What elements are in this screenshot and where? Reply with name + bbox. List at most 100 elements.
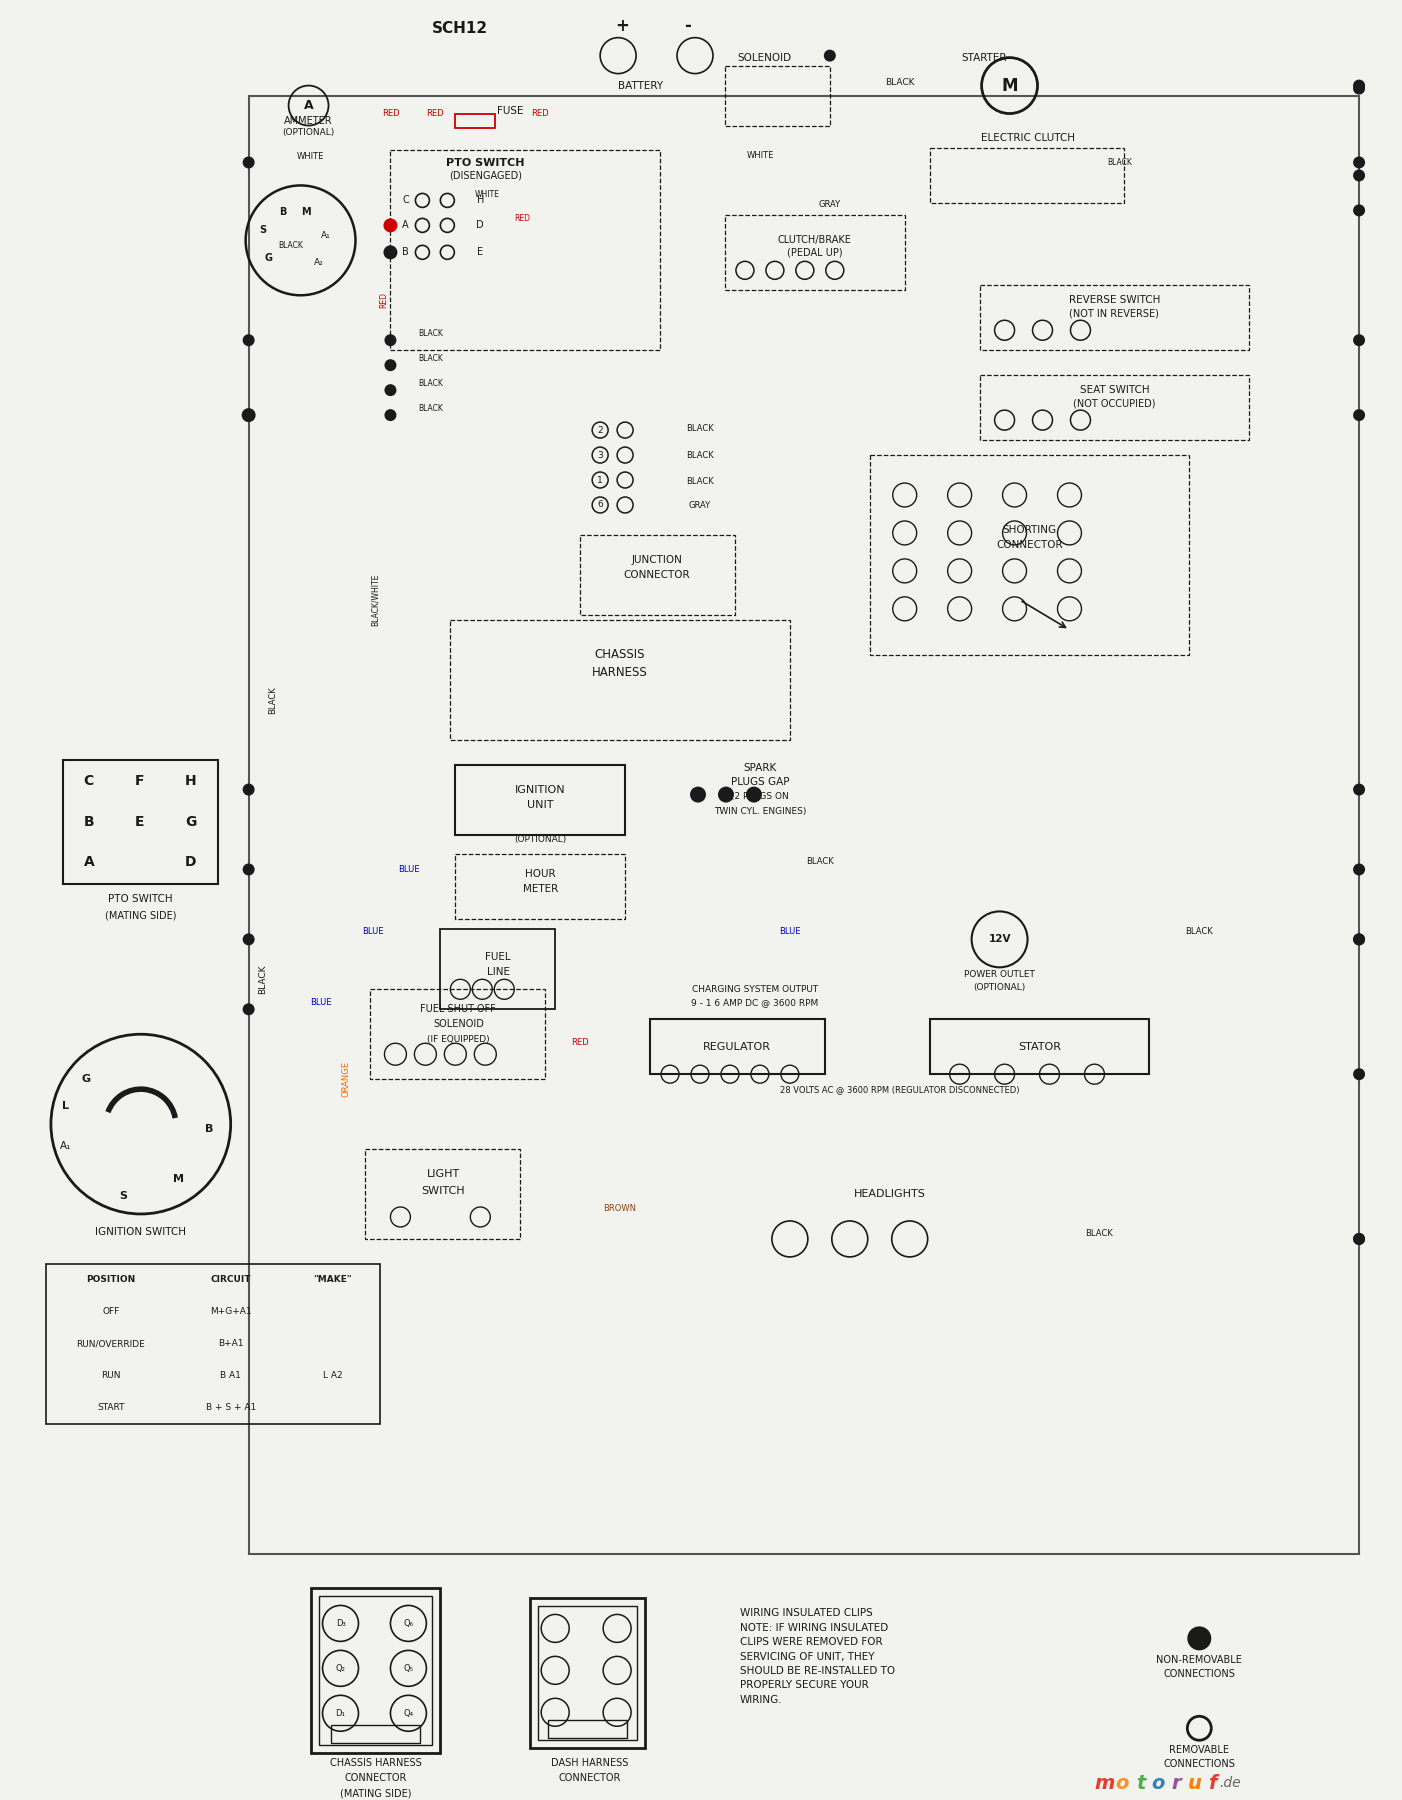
Text: BLACK: BLACK	[806, 857, 834, 866]
Text: u: u	[1187, 1773, 1202, 1793]
Text: BLUE: BLUE	[398, 866, 419, 875]
Text: Q₄: Q₄	[404, 1708, 414, 1717]
Text: GRAY: GRAY	[819, 200, 841, 209]
Text: PTO SWITCH: PTO SWITCH	[108, 895, 172, 904]
Bar	[980, 284, 1249, 351]
Text: A: A	[304, 99, 314, 112]
Text: D₃: D₃	[335, 1618, 345, 1627]
Bar	[651, 1019, 824, 1075]
Text: LIGHT: LIGHT	[426, 1168, 460, 1179]
Bar	[725, 216, 904, 290]
Text: SPARK: SPARK	[743, 763, 777, 772]
Text: BLACK: BLACK	[686, 423, 714, 432]
Text: BLACK: BLACK	[258, 965, 268, 994]
Text: B+A1: B+A1	[217, 1339, 244, 1348]
Text: LINE: LINE	[486, 967, 510, 977]
Circle shape	[1353, 864, 1366, 875]
Circle shape	[1353, 205, 1366, 216]
Text: BATTERY: BATTERY	[617, 81, 663, 90]
Text: m: m	[1094, 1773, 1115, 1793]
Bar	[869, 455, 1189, 655]
Text: H: H	[477, 196, 484, 205]
Circle shape	[1187, 1627, 1211, 1651]
Text: STARTER: STARTER	[962, 52, 1008, 63]
Circle shape	[384, 335, 397, 346]
Bar	[248, 95, 1359, 1553]
Bar	[63, 760, 217, 884]
Text: B A1: B A1	[220, 1372, 241, 1381]
Text: JUNCTION: JUNCTION	[632, 554, 683, 565]
Text: BLACK: BLACK	[418, 403, 443, 412]
Text: A: A	[402, 220, 409, 230]
Text: f: f	[1209, 1773, 1217, 1793]
Circle shape	[1353, 1233, 1366, 1246]
Text: Q₆: Q₆	[404, 1618, 414, 1627]
Text: CHASSIS HARNESS: CHASSIS HARNESS	[329, 1759, 422, 1768]
Text: G: G	[81, 1075, 91, 1084]
Text: "MAKE": "MAKE"	[313, 1276, 352, 1285]
Text: SWITCH: SWITCH	[422, 1186, 465, 1195]
Text: RED: RED	[531, 110, 550, 119]
Text: A₁: A₁	[321, 230, 331, 239]
Text: BLACK/WHITE: BLACK/WHITE	[372, 574, 380, 626]
Bar	[456, 765, 625, 835]
Circle shape	[243, 864, 255, 875]
Text: METER: METER	[523, 884, 558, 895]
Text: B + S + A1: B + S + A1	[206, 1404, 255, 1413]
Text: CHASSIS: CHASSIS	[594, 648, 645, 661]
Text: IGNITION SWITCH: IGNITION SWITCH	[95, 1228, 186, 1237]
Text: GRAY: GRAY	[688, 502, 711, 511]
Text: A: A	[84, 855, 94, 869]
Polygon shape	[994, 164, 1019, 187]
Text: BLUE: BLUE	[362, 927, 383, 936]
Text: BROWN: BROWN	[604, 1204, 637, 1213]
Bar	[311, 1588, 440, 1753]
Text: B: B	[402, 247, 409, 257]
Text: C: C	[402, 196, 409, 205]
Bar	[366, 1148, 520, 1238]
Bar	[538, 1606, 637, 1741]
Text: CONNECTOR: CONNECTOR	[559, 1773, 621, 1784]
Text: BLACK: BLACK	[1108, 158, 1131, 167]
Text: OFF: OFF	[102, 1307, 119, 1316]
Circle shape	[1353, 79, 1366, 92]
Bar	[331, 1724, 421, 1742]
Text: A₂: A₂	[314, 257, 324, 266]
Text: (NOT IN REVERSE): (NOT IN REVERSE)	[1070, 308, 1159, 319]
Circle shape	[1353, 157, 1366, 169]
Text: o: o	[1116, 1773, 1129, 1793]
Text: BLACK: BLACK	[1186, 927, 1213, 936]
Text: (MATING SIDE): (MATING SIDE)	[105, 911, 177, 920]
Text: (2 PLUGS ON: (2 PLUGS ON	[730, 792, 789, 801]
Text: BLACK: BLACK	[418, 353, 443, 362]
Text: t: t	[1136, 1773, 1145, 1793]
Text: B: B	[279, 207, 286, 218]
Circle shape	[243, 1003, 255, 1015]
Text: CHARGING SYSTEM OUTPUT: CHARGING SYSTEM OUTPUT	[691, 985, 817, 994]
Text: STATOR: STATOR	[1018, 1042, 1061, 1053]
Text: RUN: RUN	[101, 1372, 121, 1381]
Text: REMOVABLE: REMOVABLE	[1169, 1746, 1230, 1755]
Text: NON-REMOVABLE: NON-REMOVABLE	[1157, 1656, 1242, 1665]
Text: (OPTIONAL): (OPTIONAL)	[973, 983, 1026, 992]
Text: G: G	[265, 254, 272, 263]
Text: BLACK: BLACK	[1085, 1229, 1113, 1238]
Circle shape	[1353, 1233, 1366, 1246]
Text: Q₂: Q₂	[335, 1663, 345, 1672]
Text: D₁: D₁	[335, 1708, 345, 1717]
Text: ELECTRIC CLUTCH: ELECTRIC CLUTCH	[980, 133, 1074, 144]
Text: WIRING INSULATED CLIPS
NOTE: IF WIRING INSULATED
CLIPS WERE REMOVED FOR
SERVICIN: WIRING INSULATED CLIPS NOTE: IF WIRING I…	[740, 1609, 894, 1705]
Text: B: B	[205, 1125, 213, 1134]
Text: S: S	[119, 1192, 126, 1201]
Bar	[530, 1598, 645, 1748]
Text: A₁: A₁	[60, 1141, 72, 1150]
Bar	[930, 1019, 1150, 1075]
Text: S: S	[259, 225, 266, 236]
Text: WHITE: WHITE	[475, 191, 499, 200]
Bar	[930, 148, 1124, 203]
Text: BLUE: BLUE	[780, 927, 801, 936]
Text: M: M	[301, 207, 310, 218]
Text: SHORTING: SHORTING	[1002, 526, 1057, 535]
Circle shape	[243, 157, 255, 169]
Text: BLACK: BLACK	[885, 77, 914, 86]
